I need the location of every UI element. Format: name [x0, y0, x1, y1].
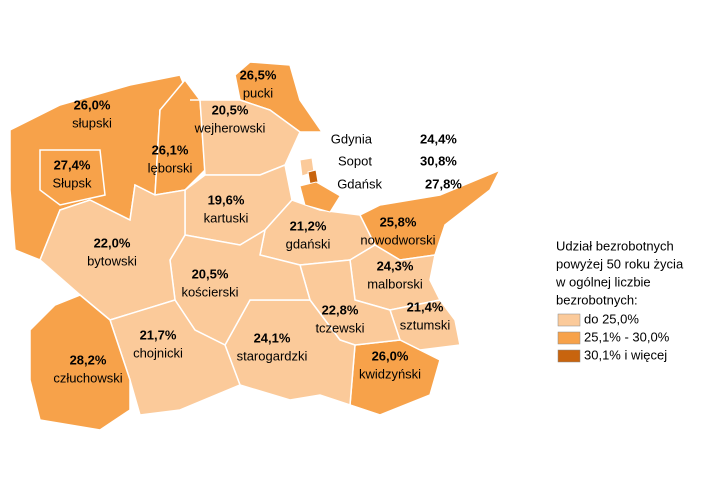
region-value: 26,5% [240, 67, 277, 82]
region-value: 22,0% [94, 235, 131, 250]
region-value: 27,4% [54, 157, 91, 172]
region-name: wejherowski [194, 120, 266, 135]
region-name: malborski [367, 276, 423, 291]
legend-swatch [557, 349, 581, 363]
region-value: 28,2% [70, 352, 107, 367]
city-value: 24,4% [420, 131, 457, 146]
region-value: 26,1% [152, 142, 189, 157]
region-value: 21,2% [290, 218, 327, 233]
legend-swatch [557, 331, 581, 345]
region-name: Słupsk [52, 175, 92, 190]
city [299, 181, 341, 213]
region-name: chojnicki [133, 345, 183, 360]
region [29, 294, 131, 431]
city-value: 30,8% [420, 153, 457, 168]
region-value: 26,0% [74, 97, 111, 112]
legend-title: Udział bezrobotnych [556, 238, 674, 253]
region-name: kościerski [181, 284, 238, 299]
region [349, 339, 441, 416]
region-name: kartuski [204, 210, 249, 225]
city-name: Sopot [338, 153, 372, 168]
region-name: gdański [286, 236, 331, 251]
region-value: 22,8% [322, 302, 359, 317]
legend-title: powyżej 50 roku życia [556, 256, 684, 271]
city-name: Gdynia [331, 131, 373, 146]
legend-title: bezrobotnych: [556, 292, 638, 307]
region-value: 19,6% [208, 192, 245, 207]
region [109, 299, 241, 416]
region-name: bytowski [87, 253, 137, 268]
region-value: 26,0% [372, 348, 409, 363]
legend-label: do 25,0% [584, 311, 639, 326]
legend-title: w ogólnej liczbie [555, 274, 651, 289]
region-value: 21,4% [407, 299, 444, 314]
region-name: starogardzki [237, 348, 308, 363]
region-value: 21,7% [140, 327, 177, 342]
city [307, 169, 319, 185]
region-name: tczewski [315, 320, 364, 335]
region-name: sztumski [400, 317, 451, 332]
legend-label: 25,1% - 30,0% [584, 329, 670, 344]
region-name: słupski [72, 115, 112, 130]
region-value: 20,5% [192, 266, 229, 281]
region-name: kwidzyński [359, 366, 421, 381]
city-value: 27,8% [425, 176, 462, 191]
region-value: 24,3% [377, 258, 414, 273]
legend-label: 30,1% i więcej [584, 347, 667, 362]
region [39, 149, 106, 206]
legend-swatch [557, 313, 581, 327]
region-name: lęborski [148, 160, 193, 175]
region-value: 20,5% [212, 102, 249, 117]
region-value: 24,1% [254, 330, 291, 345]
region-name: człuchowski [53, 370, 122, 385]
city-name: Gdańsk [337, 176, 382, 191]
region-name: pucki [243, 85, 273, 100]
region-name: nowodworski [360, 232, 435, 247]
region-value: 25,8% [380, 214, 417, 229]
